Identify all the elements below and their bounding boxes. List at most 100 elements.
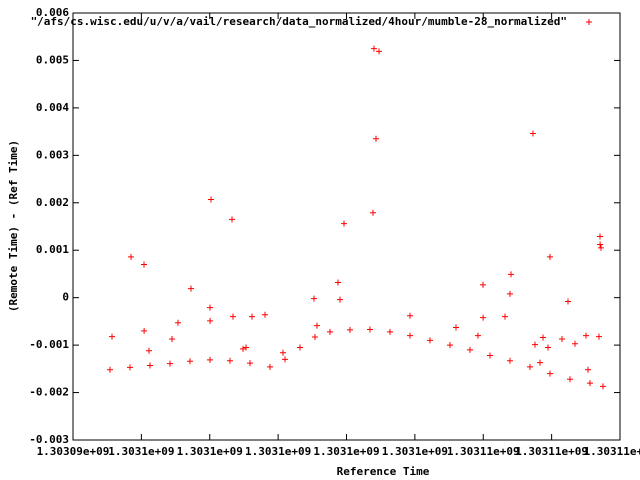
data-point (141, 261, 148, 268)
data-point (545, 344, 552, 351)
legend-label: "/afs/cs.wisc.edu/u/v/a/vail/research/da… (31, 15, 567, 28)
legend-marker (586, 19, 592, 25)
data-point (188, 285, 195, 292)
data-point (206, 304, 213, 311)
y-tick-label: 0.003 (36, 148, 69, 161)
x-tick-label: 1.3031e+09 (313, 445, 379, 458)
data-point (249, 313, 256, 320)
data-point (341, 220, 348, 227)
data-point (141, 327, 148, 334)
data-point (597, 241, 604, 248)
data-point (474, 332, 481, 339)
data-point (297, 344, 304, 351)
data-point (486, 352, 493, 359)
data-point (337, 296, 344, 303)
data-point (206, 356, 213, 363)
y-tick-label: 0.005 (36, 53, 69, 66)
data-point (366, 326, 373, 333)
data-point (572, 340, 579, 347)
data-point (186, 358, 193, 365)
x-tick-label: 1.3031e+09 (382, 445, 448, 458)
x-tick-label: 1.30309e+09 (37, 445, 110, 458)
y-tick-label: 0.002 (36, 196, 69, 209)
x-tick-label: 1.30311e+09 (447, 445, 520, 458)
data-point (169, 335, 176, 342)
data-point (546, 370, 553, 377)
data-point (480, 314, 487, 321)
x-tick-label: 1.3031e+09 (245, 445, 311, 458)
data-point (310, 295, 317, 302)
data-point (146, 362, 153, 369)
data-point (370, 45, 377, 52)
data-point (207, 317, 214, 324)
data-point (532, 341, 539, 348)
data-point (373, 135, 380, 142)
data-point (174, 319, 181, 326)
data-point (597, 233, 603, 240)
data-point (229, 313, 236, 320)
data-point (242, 344, 249, 351)
x-tick-label: 1.30311e+09 (584, 445, 640, 458)
data-point (281, 356, 288, 363)
data-point (565, 298, 572, 305)
data-point (406, 332, 413, 339)
data-point (334, 279, 341, 286)
data-point (266, 363, 273, 370)
data-point (376, 48, 383, 55)
data-point (426, 337, 433, 344)
y-tick-label: -0.003 (29, 433, 69, 446)
data-point (106, 366, 113, 373)
x-tick-label: 1.3031e+09 (108, 445, 174, 458)
x-tick-label: 1.30311e+09 (515, 445, 588, 458)
y-tick-label: -0.001 (29, 338, 69, 351)
data-point (537, 359, 544, 366)
data-point (229, 216, 236, 223)
data-point (526, 363, 533, 370)
data-point (582, 332, 589, 339)
y-tick-label: 0.006 (36, 6, 69, 19)
data-point (466, 346, 473, 353)
plot-border (72, 12, 621, 441)
data-point (261, 311, 268, 318)
data-point (506, 290, 513, 297)
data-point (506, 357, 513, 364)
data-point (126, 364, 133, 371)
data-point (128, 253, 135, 260)
y-tick-label: 0 (62, 291, 69, 304)
data-point (558, 335, 565, 342)
data-point (246, 360, 253, 367)
data-point (208, 196, 215, 203)
y-tick-label: 0.001 (36, 243, 69, 256)
data-point (226, 357, 233, 364)
data-point (480, 281, 487, 288)
data-point (501, 313, 508, 320)
data-point (280, 349, 287, 356)
data-point (546, 253, 553, 260)
data-point (508, 271, 515, 278)
data-point (540, 334, 547, 341)
x-axis-label: Reference Time (337, 465, 430, 478)
data-point (529, 130, 536, 137)
data-point (326, 328, 333, 335)
data-point (145, 347, 152, 354)
y-tick-label: -0.002 (29, 386, 69, 399)
y-tick-label: 0.004 (36, 101, 69, 114)
x-tick-label: 1.3031e+09 (177, 445, 243, 458)
data-point (386, 328, 393, 335)
data-point (166, 360, 173, 367)
data-point (313, 322, 320, 329)
data-point (585, 366, 591, 373)
data-point (109, 333, 116, 340)
data-point (566, 376, 573, 383)
data-point (596, 333, 603, 340)
data-point (346, 326, 353, 333)
data-point (369, 209, 376, 216)
data-point (597, 244, 604, 251)
data-point (586, 380, 593, 387)
data-point (446, 342, 453, 349)
data-point (240, 345, 247, 352)
data-point (599, 383, 606, 390)
data-point (453, 324, 460, 331)
data-point (406, 312, 413, 319)
